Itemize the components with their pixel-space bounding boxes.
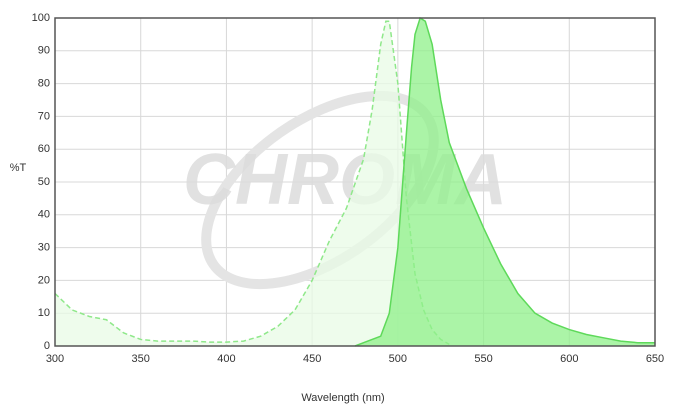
y-tick-label: 70 <box>38 110 50 122</box>
y-tick-label: 80 <box>38 78 50 90</box>
y-tick-label: 90 <box>38 45 50 57</box>
line <box>354 16 655 347</box>
x-tick-label: 550 <box>474 353 492 365</box>
x-tick-label: 350 <box>132 353 150 365</box>
y-tick-label: 0 <box>44 340 50 352</box>
area <box>55 21 450 347</box>
y-tick-label: 60 <box>38 143 50 155</box>
y-tick-label: 10 <box>38 307 50 319</box>
plot-frame <box>54 17 656 347</box>
x-tick-label: 500 <box>389 353 407 365</box>
y-tick-label: 30 <box>38 242 50 254</box>
x-tick-label: 600 <box>560 353 578 365</box>
x-tick-label: 400 <box>217 353 235 365</box>
area <box>355 18 655 346</box>
y-tick-label: 20 <box>38 274 50 286</box>
y-tick-label: 40 <box>38 209 50 221</box>
x-tick-label: 650 <box>646 353 664 365</box>
y-axis-label: %T <box>10 162 27 174</box>
y-tick-label: 100 <box>32 12 50 24</box>
x-tick-label: 300 <box>46 353 64 365</box>
y-tick-label: 50 <box>38 176 50 188</box>
x-tick-label: 450 <box>303 353 321 365</box>
x-axis-label: Wavelength (nm) <box>301 392 384 404</box>
